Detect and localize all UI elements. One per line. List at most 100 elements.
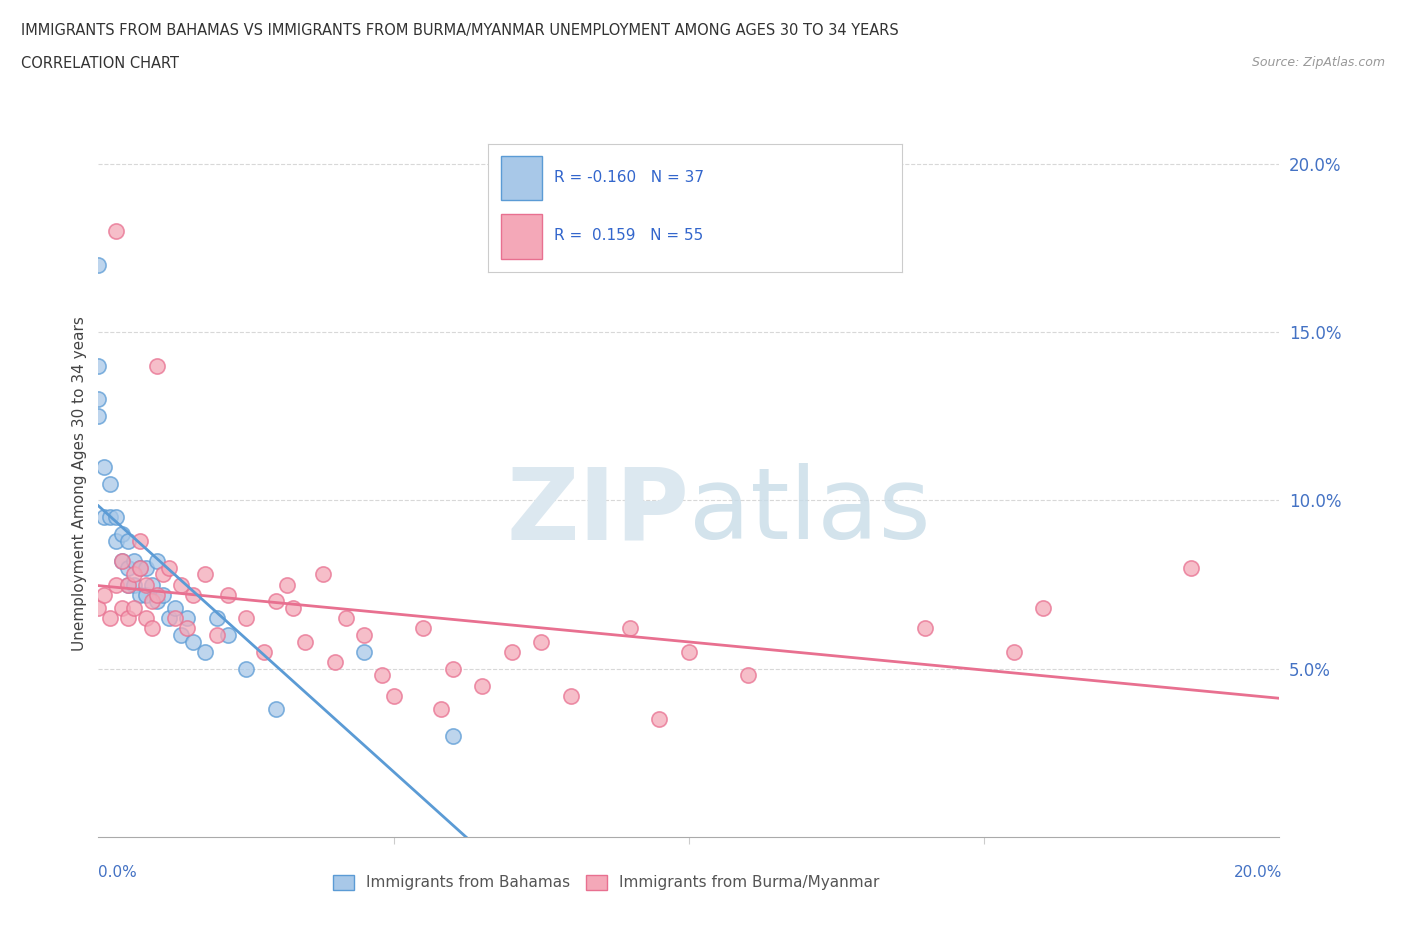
Point <box>253 644 276 659</box>
Point <box>117 534 139 549</box>
Point <box>382 688 405 703</box>
Point <box>93 459 115 474</box>
Point <box>105 510 128 525</box>
Legend: Immigrants from Bahamas, Immigrants from Burma/Myanmar: Immigrants from Bahamas, Immigrants from… <box>326 869 886 897</box>
Point <box>87 258 110 272</box>
Point <box>560 688 582 703</box>
Point <box>111 553 134 568</box>
Point <box>312 567 335 582</box>
Point <box>117 578 139 592</box>
Point <box>87 601 110 616</box>
Point <box>135 578 157 592</box>
Point <box>157 560 180 575</box>
Point <box>141 621 163 636</box>
Point <box>105 224 128 239</box>
Point <box>98 510 121 525</box>
Point <box>441 661 464 676</box>
Point <box>135 560 157 575</box>
Point <box>181 587 204 602</box>
Text: IMMIGRANTS FROM BAHAMAS VS IMMIGRANTS FROM BURMA/MYANMAR UNEMPLOYMENT AMONG AGES: IMMIGRANTS FROM BAHAMAS VS IMMIGRANTS FR… <box>21 23 898 38</box>
Point <box>128 560 150 575</box>
Point <box>264 701 287 716</box>
Point <box>128 534 150 549</box>
Point <box>176 621 198 636</box>
Point <box>353 644 375 659</box>
Point <box>152 567 174 582</box>
Point <box>122 567 145 582</box>
Point <box>235 611 257 626</box>
Point <box>105 578 128 592</box>
Point <box>146 594 169 609</box>
Point <box>122 601 145 616</box>
Point <box>117 578 139 592</box>
Point <box>111 553 134 568</box>
Point <box>176 611 198 626</box>
Text: ZIP: ZIP <box>506 463 689 561</box>
Text: 20.0%: 20.0% <box>1234 865 1282 880</box>
Point <box>737 668 759 683</box>
Point <box>530 634 553 649</box>
Point <box>146 358 169 373</box>
Point <box>619 621 641 636</box>
Point <box>914 621 936 636</box>
Point <box>141 594 163 609</box>
Point <box>165 601 187 616</box>
Point <box>122 553 145 568</box>
Point <box>276 578 298 592</box>
Point <box>152 587 174 602</box>
Point <box>165 611 187 626</box>
Text: 0.0%: 0.0% <box>98 865 138 880</box>
Point <box>335 611 357 626</box>
Point <box>146 553 169 568</box>
Point <box>141 578 163 592</box>
Point <box>205 628 228 643</box>
Point <box>678 644 700 659</box>
Text: atlas: atlas <box>689 463 931 561</box>
Point <box>135 611 157 626</box>
Point <box>170 578 193 592</box>
Point <box>87 392 110 407</box>
Point <box>93 510 115 525</box>
Text: Source: ZipAtlas.com: Source: ZipAtlas.com <box>1251 56 1385 69</box>
Point <box>430 701 453 716</box>
Y-axis label: Unemployment Among Ages 30 to 34 years: Unemployment Among Ages 30 to 34 years <box>72 316 87 651</box>
Point <box>217 628 239 643</box>
Point <box>283 601 305 616</box>
Point <box>648 711 671 726</box>
Point <box>128 560 150 575</box>
Point <box>471 678 494 693</box>
Point <box>412 621 434 636</box>
Point <box>1032 601 1054 616</box>
Point <box>98 611 121 626</box>
Point <box>98 476 121 491</box>
Point <box>117 611 139 626</box>
Point <box>194 644 217 659</box>
Point <box>146 587 169 602</box>
Point <box>111 601 134 616</box>
Point <box>235 661 257 676</box>
Point <box>122 578 145 592</box>
Point <box>1180 560 1202 575</box>
Point <box>501 644 523 659</box>
Point <box>181 634 204 649</box>
Point <box>105 534 128 549</box>
Point <box>87 358 110 373</box>
Point <box>1002 644 1025 659</box>
Point <box>111 526 134 541</box>
Point <box>353 628 375 643</box>
Point <box>117 560 139 575</box>
Point <box>135 587 157 602</box>
Point <box>93 587 115 602</box>
Point <box>157 611 180 626</box>
Point <box>294 634 316 649</box>
Point <box>323 655 346 670</box>
Point <box>194 567 217 582</box>
Point <box>264 594 287 609</box>
Point <box>371 668 394 683</box>
Point <box>441 728 464 743</box>
Point <box>170 628 193 643</box>
Point <box>87 409 110 424</box>
Text: CORRELATION CHART: CORRELATION CHART <box>21 56 179 71</box>
Point <box>128 587 150 602</box>
Point <box>217 587 239 602</box>
